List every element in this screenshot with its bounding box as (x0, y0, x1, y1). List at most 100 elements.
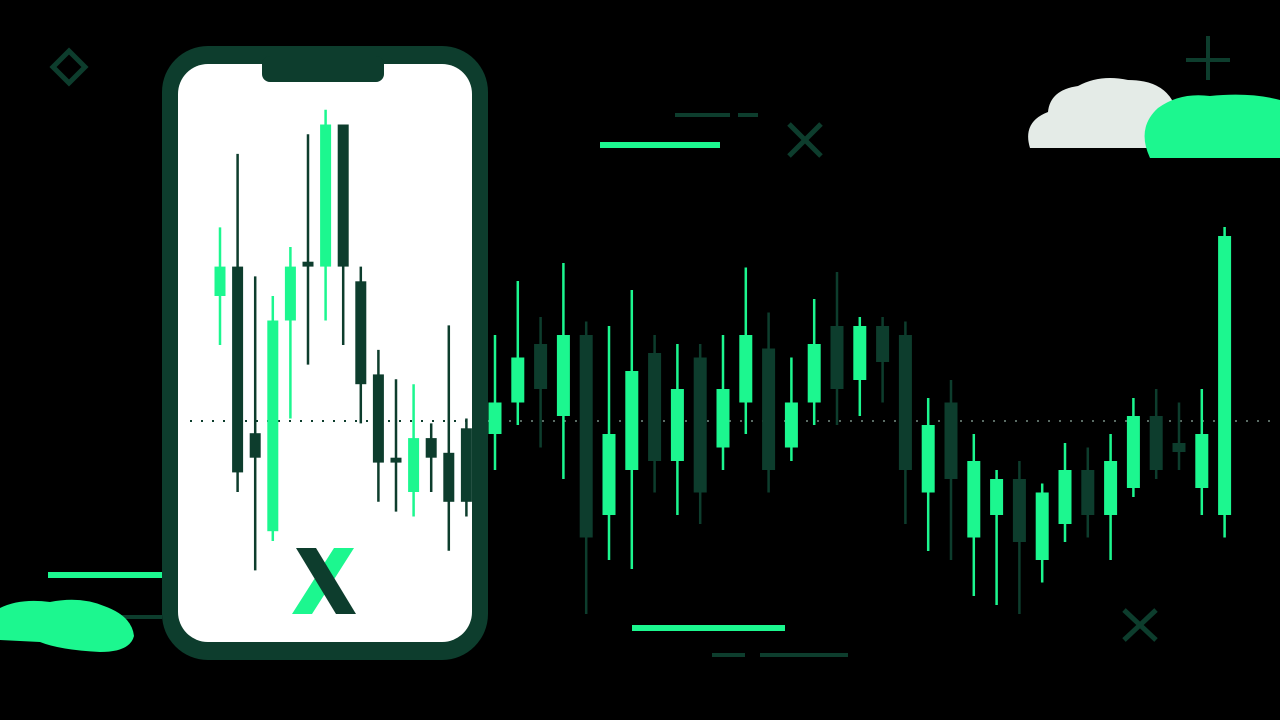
phone-screen (178, 64, 472, 642)
candlestick (372, 349, 384, 502)
candle-body (390, 457, 402, 463)
candlestick (602, 326, 616, 560)
candle-body (579, 335, 593, 538)
candle-body (648, 353, 662, 461)
candle-body (511, 357, 525, 403)
candlestick (214, 227, 226, 345)
candle-body (425, 438, 437, 458)
candle-body (249, 433, 261, 458)
candlestick (1104, 434, 1118, 560)
candlestick (625, 290, 639, 569)
candle-body (1012, 479, 1026, 542)
candle-body (302, 261, 314, 267)
candle-body (625, 371, 639, 470)
candlestick (355, 266, 367, 424)
candlestick (716, 335, 730, 470)
candlestick (693, 344, 707, 524)
candle-body (830, 326, 844, 389)
candle-body (762, 348, 776, 470)
x-mark-icon (1122, 608, 1158, 642)
cloud-icon (1144, 94, 1280, 158)
candlestick (1081, 447, 1095, 538)
candle-body (807, 344, 821, 403)
candle-body (1081, 470, 1095, 515)
candle-body (1104, 461, 1118, 515)
candle-body (408, 438, 420, 492)
candle-body (967, 461, 981, 538)
cloud-icon (0, 599, 134, 652)
candle-body (488, 402, 502, 434)
candle-body (372, 374, 384, 463)
candle-body (898, 335, 912, 470)
candlestick (284, 247, 296, 419)
candlestick (443, 325, 455, 551)
candlestick (579, 321, 593, 614)
candlestick (302, 134, 314, 365)
candlestick (1012, 461, 1026, 614)
candle-body (921, 425, 935, 493)
candlestick (1218, 227, 1232, 538)
candlestick (670, 344, 684, 515)
diamond-icon (49, 47, 89, 87)
candlestick (648, 335, 662, 493)
phone-mockup (162, 46, 488, 660)
plus-icon (1186, 36, 1230, 80)
candlestick (390, 379, 402, 512)
candle-body (1126, 416, 1140, 488)
candlestick (511, 281, 525, 425)
candle-body (990, 479, 1004, 515)
x-mark-icon (787, 122, 823, 158)
candle-body (693, 357, 707, 493)
candle-body (739, 335, 753, 403)
candle-body (284, 266, 296, 321)
candlestick (408, 384, 420, 517)
candle-body (337, 124, 349, 267)
candlestick (1149, 389, 1163, 479)
candlestick (944, 380, 958, 560)
candle-body (214, 266, 226, 296)
candlestick (853, 317, 867, 416)
candle-body (320, 124, 332, 267)
candlestick (784, 357, 798, 461)
candle-body (267, 320, 279, 532)
candlestick (488, 335, 502, 470)
candlestick (267, 296, 279, 541)
candle-body (876, 326, 890, 362)
candlestick (830, 272, 844, 425)
candlestick (739, 267, 753, 434)
candle-body (534, 344, 548, 389)
candlestick (460, 418, 472, 517)
candlestick (249, 276, 261, 571)
candlestick (320, 109, 332, 321)
candlestick (232, 153, 244, 492)
candle-body (716, 389, 730, 448)
cloud-icon (1028, 78, 1172, 148)
candle-body (556, 335, 570, 416)
phone-notch (262, 56, 384, 82)
background-candlestick-chart (488, 227, 1232, 614)
candlestick (1172, 402, 1186, 470)
candlestick (534, 317, 548, 448)
candlestick (337, 124, 349, 345)
candle-body (784, 402, 798, 448)
candle-body (1218, 236, 1232, 515)
candlestick (762, 312, 776, 493)
candle-body (1035, 492, 1049, 560)
candle-body (443, 452, 455, 502)
candlestick (876, 317, 890, 403)
x-logo-icon (292, 548, 356, 614)
candlestick (807, 299, 821, 425)
candlestick (1195, 389, 1209, 515)
candle-body (1172, 443, 1186, 452)
candle-body (1195, 434, 1209, 488)
candle-body (1149, 416, 1163, 470)
candle-body (1058, 470, 1072, 524)
candle-body (355, 281, 367, 385)
candlestick (898, 321, 912, 524)
candlestick (921, 398, 935, 551)
candle-body (853, 326, 867, 380)
candle-body (232, 266, 244, 473)
candlestick (967, 434, 981, 596)
phone-candlestick-chart (214, 109, 472, 571)
